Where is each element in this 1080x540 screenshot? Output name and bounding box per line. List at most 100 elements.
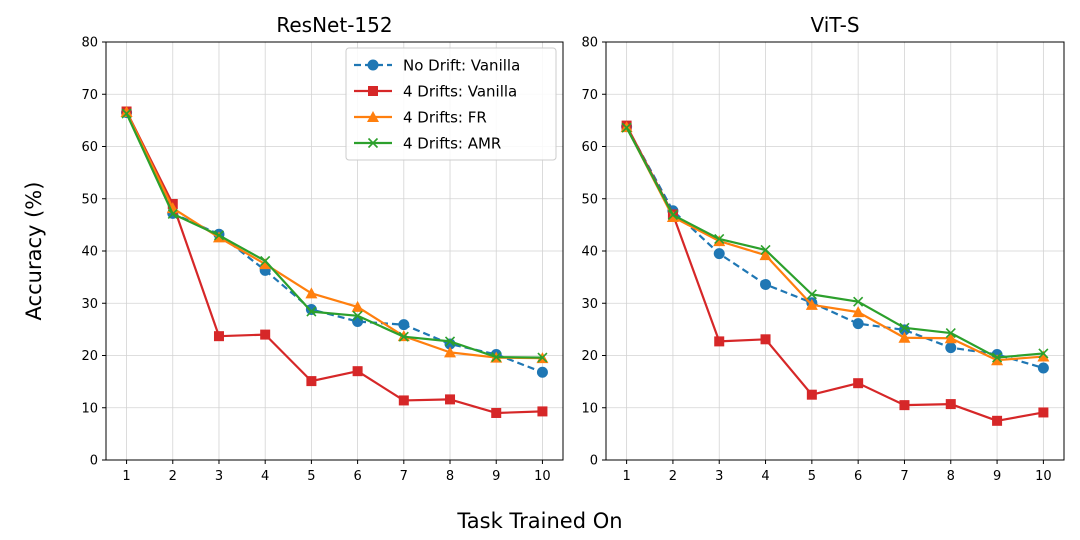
data-point: [1038, 407, 1049, 418]
data-point: [491, 352, 502, 363]
y-tick-label: 10: [581, 401, 598, 416]
data-point: [760, 278, 772, 290]
series-line: [625, 127, 1044, 359]
x-tick-label: 2: [669, 469, 677, 484]
y-tick-label: 20: [581, 349, 598, 364]
data-point: [714, 233, 725, 245]
data-point: [398, 319, 410, 331]
y-tick-label: 0: [90, 454, 98, 469]
data-point: [352, 310, 363, 321]
data-point: [899, 322, 910, 333]
series-line: [125, 111, 543, 360]
x-tick-label: 5: [307, 469, 315, 484]
data-point: [167, 208, 178, 219]
y-tick-label: 50: [81, 192, 98, 207]
panel-resnet-152: 0 10 20 30 40 50 60 70 80 1 2 3 4 5 6 7 8 9 10 ResNet-152 No…: [81, 13, 564, 484]
series-4-drifts-amr: [621, 122, 1049, 363]
data-point: [713, 235, 726, 247]
legend-box: [345, 47, 557, 161]
data-point: [398, 331, 409, 342]
y-tick-label: 70: [581, 88, 598, 103]
panel-vit-s: 0 10 20 30 40 50 60 70 80 1 2 3 4 5 6 7 8 9 10 ViT-S: [581, 13, 1065, 484]
data-point: [945, 327, 956, 339]
data-point: [945, 342, 957, 354]
data-point: [213, 331, 224, 342]
series-line: [625, 126, 1044, 362]
series-line: [625, 126, 1044, 370]
data-point: [445, 394, 456, 405]
data-point: [491, 407, 502, 418]
x-tick-label: 10: [1035, 469, 1052, 484]
series-4-drifts-amr: [121, 108, 548, 363]
data-point: [260, 329, 271, 340]
data-point: [121, 108, 132, 119]
data-point: [714, 336, 725, 347]
data-point: [444, 346, 457, 358]
data-point: [444, 336, 456, 347]
series-4-drifts-vanilla: [621, 120, 1049, 426]
data-point: [853, 378, 864, 389]
y-tick-label: 40: [81, 245, 98, 260]
panel-title: ViT-S: [810, 13, 859, 37]
series-4-drifts-fr: [620, 121, 1050, 366]
data-point: [852, 306, 865, 318]
x-tick-label: 6: [353, 469, 361, 484]
data-point: [305, 287, 318, 299]
data-point: [991, 354, 1004, 366]
x-tick-label: 4: [761, 469, 769, 484]
legend: No Drift: Vanilla 4 Drifts: Vanilla 4 Drif…: [345, 47, 557, 161]
data-point: [760, 244, 771, 256]
legend-label: No Drift: Vanilla: [403, 57, 520, 75]
data-point: [306, 306, 317, 317]
data-point: [306, 376, 317, 387]
data-point: [944, 332, 957, 344]
panel-title: ResNet-152: [276, 13, 392, 37]
x-tick-label: 8: [947, 469, 955, 484]
data-point: [759, 249, 772, 261]
figure-y-axis-label: Accuracy (%): [22, 182, 46, 321]
data-point: [537, 406, 548, 417]
y-tick-label: 80: [81, 36, 98, 51]
data-point: [212, 231, 225, 243]
x-tick-label: 9: [492, 469, 500, 484]
y-tick-label: 60: [81, 140, 98, 155]
legend-marker: [367, 59, 379, 71]
series-line: [625, 125, 1044, 422]
x-tick-label: 4: [261, 469, 269, 484]
legend-label: 4 Drifts: AMR: [403, 135, 501, 153]
data-point: [260, 255, 271, 266]
x-tick-label: 7: [400, 469, 408, 484]
y-tick-label: 40: [581, 245, 598, 260]
data-point: [1038, 348, 1049, 359]
figure-x-axis-label: Task Trained On: [456, 509, 622, 533]
data-point: [120, 106, 133, 118]
data-point: [760, 334, 771, 345]
legend-marker: [368, 86, 378, 96]
x-tick-label: 3: [215, 469, 223, 484]
data-point: [259, 258, 272, 270]
data-point: [1037, 362, 1049, 374]
legend-marker: [367, 111, 379, 122]
y-tick-label: 20: [81, 349, 98, 364]
data-point: [992, 415, 1003, 426]
data-point: [666, 211, 679, 223]
legend-label: 4 Drifts: FR: [403, 109, 487, 127]
data-point: [621, 122, 632, 133]
data-point: [536, 366, 548, 378]
data-point: [352, 366, 363, 377]
x-tick-label: 8: [446, 469, 454, 484]
x-tick-label: 10: [534, 469, 551, 484]
data-point: [398, 395, 409, 406]
x-tick-label: 3: [715, 469, 723, 484]
x-tick-label: 2: [169, 469, 177, 484]
data-point: [713, 248, 725, 260]
data-point: [898, 331, 911, 343]
data-point: [945, 399, 956, 410]
x-tick-label: 6: [854, 469, 862, 484]
data-point: [852, 318, 864, 330]
x-tick-label: 7: [900, 469, 908, 484]
y-tick-label: 30: [581, 297, 598, 312]
y-tick-label: 70: [81, 88, 98, 103]
legend-label: 4 Drifts: Vanilla: [403, 83, 517, 101]
y-tick-label: 50: [581, 192, 598, 207]
